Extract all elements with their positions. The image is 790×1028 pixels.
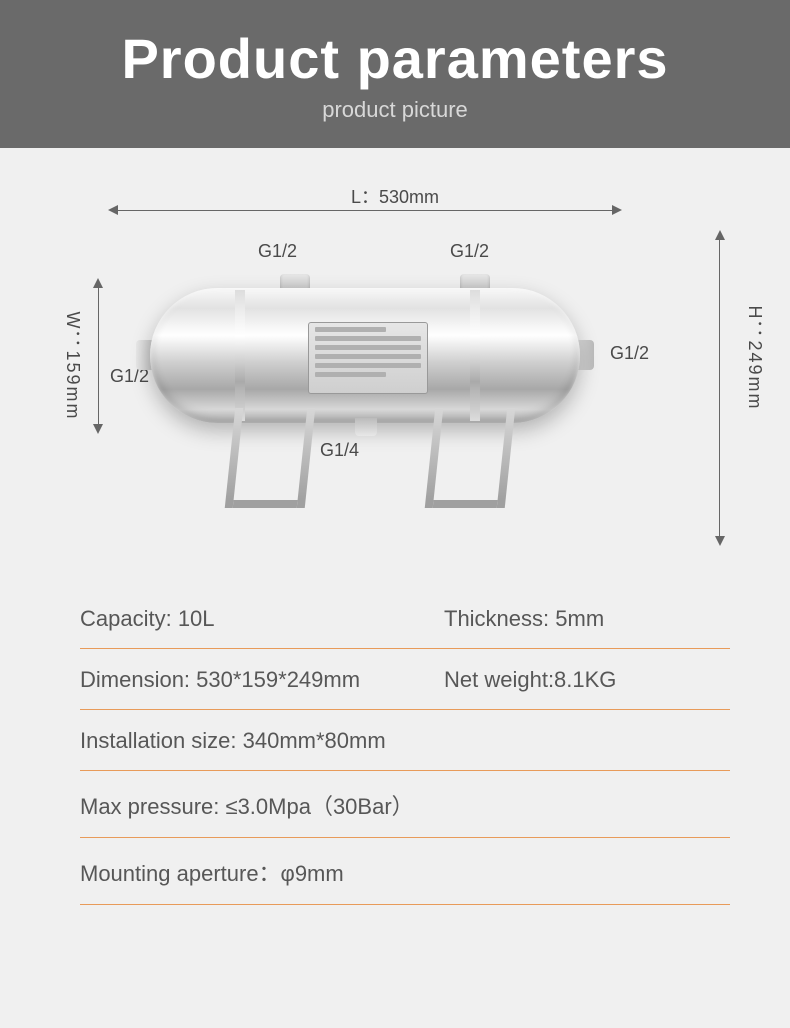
arrow-right-icon xyxy=(612,205,622,215)
spec-row: Max pressure: ≤3.0Mpa（30Bar） xyxy=(80,771,730,838)
spec-row: Dimension: 530*159*249mm Net weight:8.1K… xyxy=(80,649,730,710)
product-diagram: L：530mm H：249mm W：159mm G1/2 G1/2 G1/2 G… xyxy=(0,148,790,568)
spec-row: Mounting aperture：φ9mm xyxy=(80,838,730,905)
page-title: Product parameters xyxy=(121,26,668,91)
spec-dimension: Dimension: 530*159*249mm xyxy=(80,667,444,693)
tank-nameplate xyxy=(308,322,428,394)
arrow-down-icon xyxy=(715,536,725,546)
port-top-left-label: G1/2 xyxy=(258,241,297,262)
spec-netweight: Net weight:8.1KG xyxy=(444,667,730,693)
tank-port-bottom xyxy=(355,418,377,436)
port-side-right-label: G1/2 xyxy=(610,343,649,364)
dim-height-label: H：249mm xyxy=(742,305,768,410)
arrow-up-icon xyxy=(715,230,725,240)
tank-leg xyxy=(425,408,516,508)
spec-table: Capacity: 10L Thickness: 5mm Dimension: … xyxy=(0,568,790,905)
page-subtitle: product picture xyxy=(322,97,468,123)
spec-row: Capacity: 10L Thickness: 5mm xyxy=(80,588,730,649)
dim-height-line xyxy=(719,238,720,538)
dim-length-line xyxy=(115,210,615,211)
arrow-left-icon xyxy=(108,205,118,215)
header-banner: Product parameters product picture xyxy=(0,0,790,148)
tank-illustration xyxy=(130,268,600,518)
spec-capacity: Capacity: 10L xyxy=(80,606,444,632)
tank-leg xyxy=(225,408,316,508)
port-top-right-label: G1/2 xyxy=(450,241,489,262)
spec-row: Installation size: 340mm*80mm xyxy=(80,710,730,771)
dim-length-label: L：530mm xyxy=(351,183,439,209)
tank-weld-band xyxy=(235,290,245,421)
arrow-up-icon xyxy=(93,278,103,288)
spec-mounting-aperture: Mounting aperture：φ9mm xyxy=(80,856,730,888)
tank-weld-band xyxy=(470,290,480,421)
spec-thickness: Thickness: 5mm xyxy=(444,606,730,632)
dim-width-label: W：159mm xyxy=(60,312,86,421)
spec-max-pressure: Max pressure: ≤3.0Mpa（30Bar） xyxy=(80,789,730,821)
dim-width-line xyxy=(98,286,99,426)
arrow-down-icon xyxy=(93,424,103,434)
spec-install-size: Installation size: 340mm*80mm xyxy=(80,728,730,754)
